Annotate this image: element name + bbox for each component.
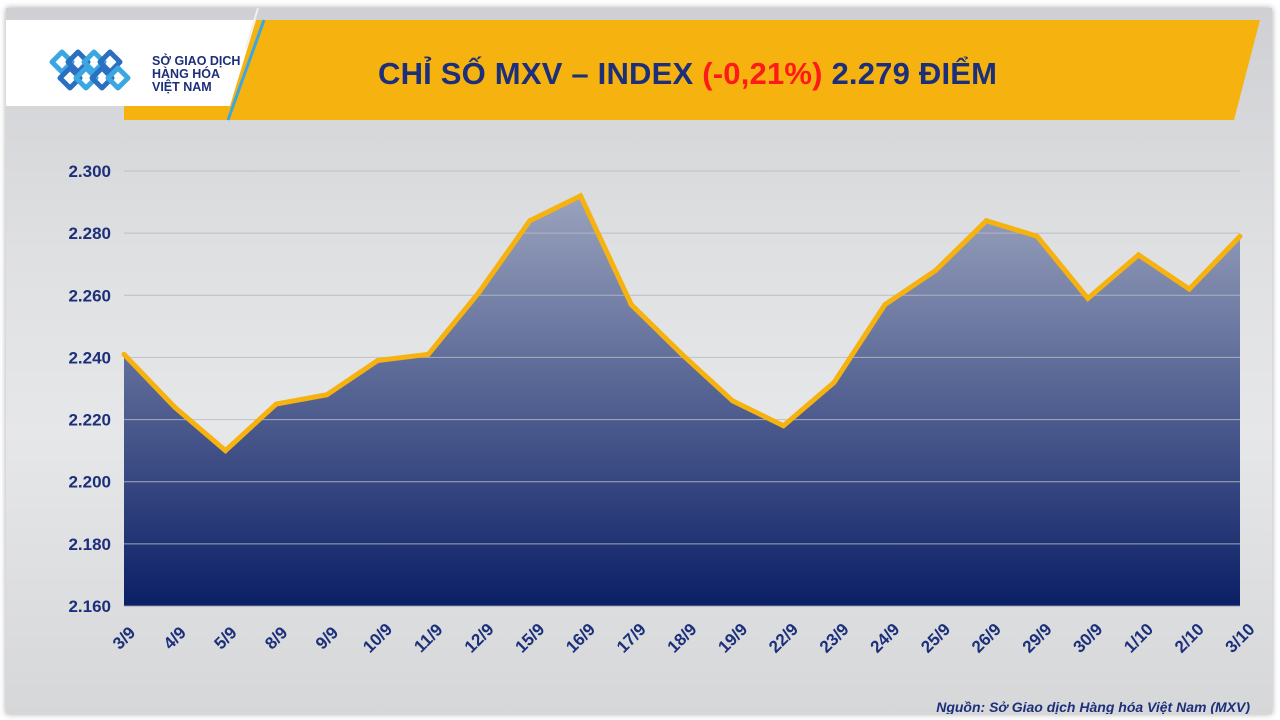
x-tick-label: 19/9 — [714, 620, 751, 657]
title-banner — [124, 20, 1260, 120]
x-tick-label: 18/9 — [664, 620, 701, 657]
data-point — [831, 379, 837, 385]
title-prefix: CHỈ SỐ MXV – INDEX — [378, 56, 703, 91]
data-point — [273, 401, 279, 407]
data-point — [222, 448, 228, 454]
data-point — [882, 302, 888, 308]
y-tick-label: 2.160 — [68, 597, 111, 616]
mxv-logo-icon — [49, 49, 131, 91]
logo-line-2: HÀNG HÓA — [152, 67, 221, 81]
x-tick-label: 3/10 — [1222, 620, 1259, 657]
y-tick-label: 2.280 — [68, 224, 111, 243]
data-point — [983, 218, 989, 224]
source-note: Nguồn: Sở Giao dịch Hàng hóa Việt Nam (M… — [936, 699, 1250, 714]
data-point — [628, 302, 634, 308]
page-title: CHỈ SỐ MXV – INDEX (-0,21%) 2.279 ĐIỂM — [378, 56, 997, 96]
data-point — [172, 404, 178, 410]
x-tick-label: 9/9 — [312, 623, 342, 653]
title-suffix: 2.279 ĐIỂM — [822, 56, 998, 91]
title-change: (-0,21%) — [702, 56, 823, 91]
x-tick-label: 22/9 — [765, 620, 802, 657]
data-point — [527, 218, 533, 224]
x-tick-label: 4/9 — [160, 623, 190, 653]
data-point — [730, 398, 736, 404]
y-tick-label: 2.180 — [68, 535, 111, 554]
x-tick-label: 5/9 — [210, 623, 240, 653]
data-point — [578, 193, 584, 199]
area-fill — [124, 195, 1240, 606]
data-point — [324, 392, 330, 398]
data-point — [933, 267, 939, 273]
y-tick-label: 2.240 — [68, 348, 111, 367]
logo-text: SỞ GIAO DỊCH HÀNG HÓA VIỆT NAM — [152, 55, 240, 94]
area-chart: 2.160 2.180 2.200 2.220 2.240 2.260 2.280 2.300… — [68, 162, 1259, 657]
y-tick-label: 2.200 — [68, 473, 111, 492]
x-tick-label: 2/10 — [1171, 620, 1208, 657]
data-point — [1136, 252, 1142, 258]
x-tick-label: 26/9 — [968, 620, 1005, 657]
x-tick-label: 15/9 — [512, 620, 549, 657]
y-tick-label: 2.300 — [68, 162, 111, 181]
chart-frame: SỞ GIAO DỊCH HÀNG HÓA VIỆT NAM CHỈ SỐ MX… — [6, 8, 1272, 714]
data-point — [1237, 233, 1243, 239]
data-point — [121, 351, 127, 357]
x-tick-label: 1/10 — [1120, 620, 1157, 657]
data-point — [375, 358, 381, 364]
y-tick-label: 2.220 — [68, 411, 111, 430]
x-tick-label: 12/9 — [461, 620, 498, 657]
y-tick-label: 2.260 — [68, 286, 111, 305]
x-tick-label: 29/9 — [1019, 620, 1056, 657]
accent-stripe-light — [245, 8, 259, 49]
logo-line-3: VIỆT NAM — [152, 80, 212, 94]
data-point — [1186, 286, 1192, 292]
x-tick-label: 25/9 — [917, 620, 954, 657]
x-tick-label: 17/9 — [613, 620, 650, 657]
x-tick-label: 23/9 — [816, 620, 853, 657]
x-tick-label: 3/9 — [109, 623, 139, 653]
accent-stripe — [226, 19, 266, 121]
logo-line-1: SỞ GIAO DỊCH — [152, 54, 241, 68]
data-point — [476, 289, 482, 295]
data-point — [425, 351, 431, 357]
data-point — [1034, 233, 1040, 239]
x-tick-label: 30/9 — [1070, 620, 1107, 657]
x-tick-label: 16/9 — [562, 620, 599, 657]
x-tick-label: 10/9 — [359, 620, 396, 657]
data-point — [679, 351, 685, 357]
data-point — [1085, 295, 1091, 301]
x-tick-label: 8/9 — [261, 623, 291, 653]
x-tick-label: 24/9 — [867, 620, 904, 657]
x-tick-label: 11/9 — [410, 620, 446, 656]
header-banner — [6, 8, 1260, 121]
data-point — [780, 423, 786, 429]
